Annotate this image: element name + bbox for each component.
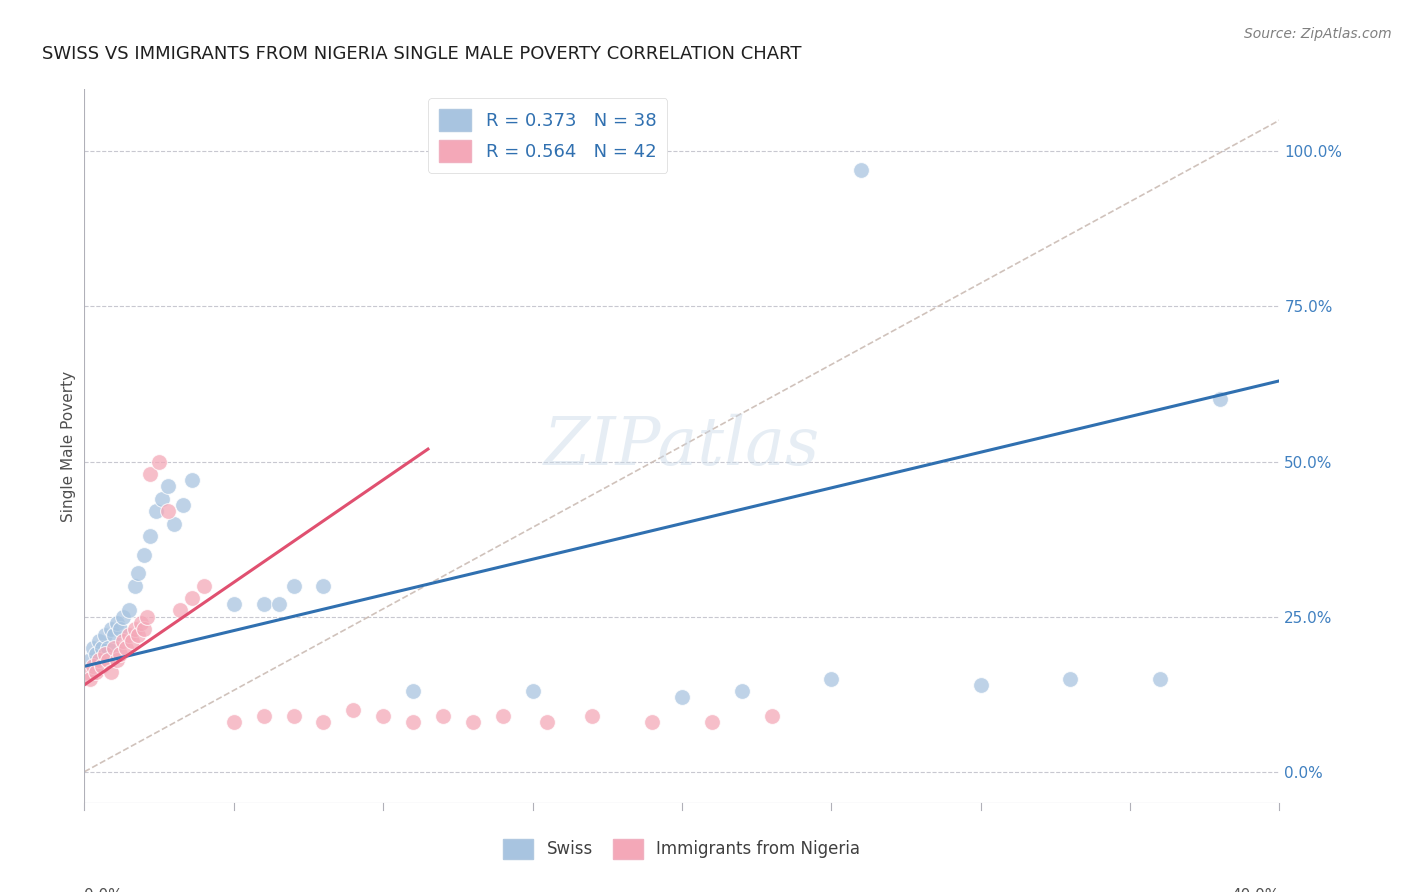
Point xyxy=(193,579,215,593)
Point xyxy=(121,634,143,648)
Point xyxy=(402,715,425,730)
Text: SWISS VS IMMIGRANTS FROM NIGERIA SINGLE MALE POVERTY CORRELATION CHART: SWISS VS IMMIGRANTS FROM NIGERIA SINGLE … xyxy=(42,45,801,62)
Point xyxy=(127,566,149,581)
Point xyxy=(970,678,993,692)
Point xyxy=(820,672,842,686)
Point xyxy=(112,634,135,648)
Point xyxy=(461,715,484,730)
Point xyxy=(139,529,162,543)
Point xyxy=(761,709,783,723)
Text: 0.0%: 0.0% xyxy=(84,888,124,892)
Point xyxy=(849,162,872,177)
Point xyxy=(100,622,122,636)
Point xyxy=(342,703,364,717)
Point xyxy=(124,579,146,593)
Point xyxy=(79,672,101,686)
Point xyxy=(536,715,558,730)
Point xyxy=(89,653,111,667)
Legend: Swiss, Immigrants from Nigeria: Swiss, Immigrants from Nigeria xyxy=(496,832,868,866)
Point xyxy=(100,665,122,680)
Point xyxy=(253,597,276,611)
Point xyxy=(105,653,128,667)
Point xyxy=(222,597,245,611)
Point xyxy=(371,709,394,723)
Point xyxy=(671,690,693,705)
Point xyxy=(1208,392,1232,407)
Point xyxy=(700,715,723,730)
Point xyxy=(492,709,515,723)
Point xyxy=(139,467,162,481)
Y-axis label: Single Male Poverty: Single Male Poverty xyxy=(60,370,76,522)
Point xyxy=(112,609,135,624)
Point xyxy=(82,640,104,655)
Point xyxy=(94,647,117,661)
Point xyxy=(103,628,125,642)
Point xyxy=(731,684,754,698)
Point xyxy=(145,504,167,518)
Text: Source: ZipAtlas.com: Source: ZipAtlas.com xyxy=(1244,27,1392,41)
Point xyxy=(222,715,245,730)
Point xyxy=(312,715,335,730)
Point xyxy=(267,597,290,611)
Point xyxy=(163,516,186,531)
Point xyxy=(581,709,603,723)
Point xyxy=(132,622,156,636)
Point xyxy=(1059,672,1081,686)
Point xyxy=(89,634,111,648)
Text: ZIPatlas: ZIPatlas xyxy=(544,413,820,479)
Point xyxy=(157,504,180,518)
Point xyxy=(110,647,132,661)
Point xyxy=(148,454,170,468)
Point xyxy=(110,622,132,636)
Point xyxy=(136,609,159,624)
Point xyxy=(86,647,108,661)
Point xyxy=(97,653,120,667)
Point xyxy=(283,709,305,723)
Point xyxy=(118,603,141,617)
Point xyxy=(86,665,108,680)
Point xyxy=(105,615,128,630)
Point xyxy=(180,591,204,605)
Point xyxy=(157,479,180,493)
Text: 40.0%: 40.0% xyxy=(1232,888,1279,892)
Point xyxy=(127,628,149,642)
Point xyxy=(115,640,138,655)
Point xyxy=(76,665,98,680)
Point xyxy=(103,640,125,655)
Point xyxy=(118,628,141,642)
Point xyxy=(312,579,335,593)
Point xyxy=(522,684,544,698)
Point xyxy=(169,603,191,617)
Point xyxy=(124,622,146,636)
Point xyxy=(402,684,425,698)
Point xyxy=(172,498,194,512)
Point xyxy=(91,659,114,673)
Point xyxy=(432,709,454,723)
Point xyxy=(132,548,156,562)
Point xyxy=(283,579,305,593)
Point xyxy=(180,473,204,487)
Point xyxy=(150,491,173,506)
Point xyxy=(79,653,101,667)
Point xyxy=(82,659,104,673)
Point xyxy=(129,615,152,630)
Point xyxy=(91,640,114,655)
Point xyxy=(97,640,120,655)
Point xyxy=(641,715,664,730)
Point xyxy=(94,628,117,642)
Point xyxy=(1149,672,1171,686)
Point xyxy=(253,709,276,723)
